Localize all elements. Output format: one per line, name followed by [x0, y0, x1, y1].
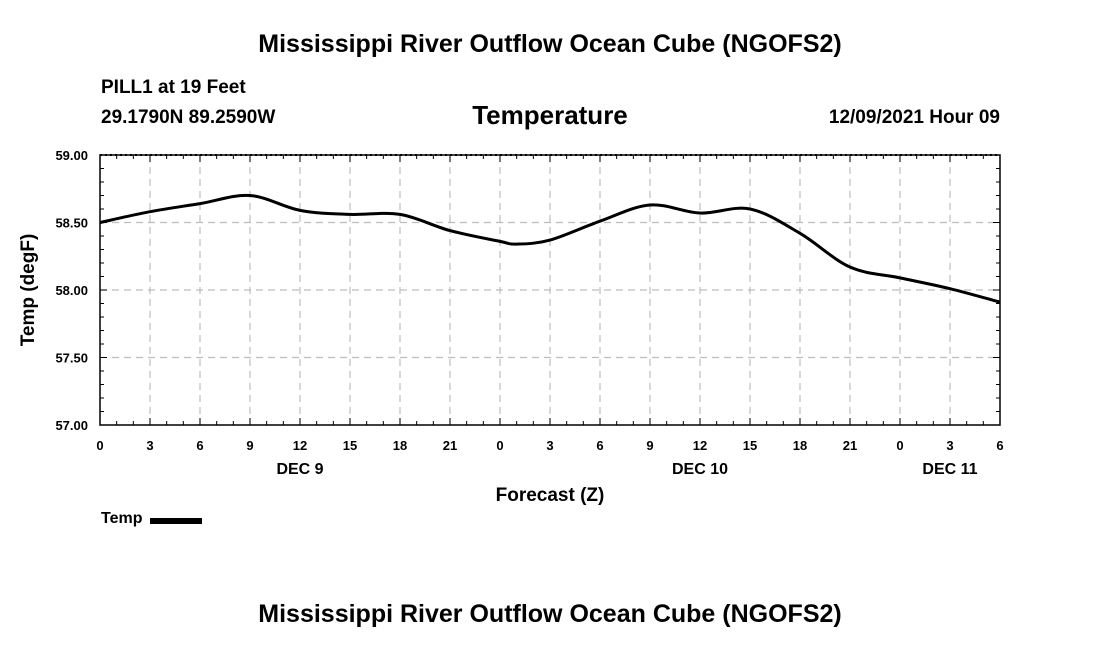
- x-tick-label: 21: [443, 438, 457, 453]
- station-label: PILL1 at 19 Feet: [101, 77, 246, 98]
- station-coordinates: 29.1790N 89.2590W: [101, 107, 276, 128]
- x-tick-label: 0: [496, 438, 503, 453]
- x-tick-label: 6: [996, 438, 1003, 453]
- axis-layer: 59.00 58.50 58.00 57.50 57.00 0 3 6 9 12 15 18 21 0 3 6…: [55, 148, 1003, 478]
- series-layer: [99, 193, 1001, 304]
- x-tick-label: 6: [596, 438, 603, 453]
- parameter-title: Temperature: [472, 100, 628, 130]
- x-tick-label: 18: [393, 438, 407, 453]
- x-axis-title: Forecast (Z): [496, 485, 605, 506]
- y-tick-label: 57.50: [55, 351, 88, 366]
- y-tick-label: 59.00: [55, 148, 88, 163]
- legend: Temp: [101, 510, 203, 528]
- y-axis-title: Temp (degF): [18, 234, 39, 347]
- x-tick-label: 15: [343, 438, 357, 453]
- x-tick-label: 18: [793, 438, 807, 453]
- chart-footer-title: Mississippi River Outflow Ocean Cube (NG…: [258, 600, 842, 628]
- y-tick-label: 58.50: [55, 216, 88, 231]
- legend-label: Temp: [101, 510, 143, 527]
- x-tick-label: 6: [196, 438, 203, 453]
- x-tick-label: 12: [293, 438, 307, 453]
- x-tick-label: 3: [946, 438, 953, 453]
- y-tick-label: 57.00: [55, 418, 88, 433]
- x-tick-label: 9: [246, 438, 253, 453]
- day-label: DEC 11: [922, 461, 977, 478]
- legend-line-swatch: [150, 517, 203, 524]
- chart-main-title: Mississippi River Outflow Ocean Cube (NG…: [258, 30, 842, 58]
- forecast-datetime: 12/09/2021 Hour 09: [828, 107, 1000, 128]
- x-tick-label: 0: [896, 438, 903, 453]
- x-tick-label: 3: [546, 438, 553, 453]
- x-tick-label: 21: [843, 438, 857, 453]
- day-label: DEC 10: [672, 461, 728, 478]
- temp-series-line: [99, 193, 1001, 304]
- x-tick-label: 0: [96, 438, 103, 453]
- y-tick-label: 58.00: [55, 283, 88, 298]
- x-tick-label: 9: [646, 438, 653, 453]
- x-tick-label: 3: [146, 438, 153, 453]
- x-tick-label: 15: [743, 438, 757, 453]
- day-label: DEC 9: [276, 461, 323, 478]
- x-tick-label: 12: [693, 438, 707, 453]
